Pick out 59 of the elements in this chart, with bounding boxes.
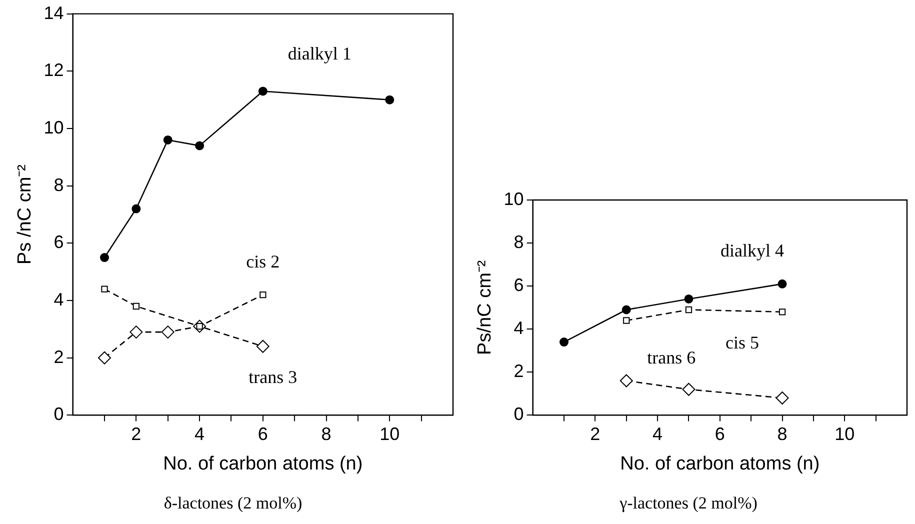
x-tick-label: 8 <box>777 424 788 444</box>
y-axis-title: Ps /nC cm⁻² <box>14 164 36 264</box>
series-label: cis 2 <box>246 252 280 272</box>
y-tick-label: 2 <box>54 346 64 367</box>
point <box>195 141 204 150</box>
y-tick-label: 14 <box>44 2 64 23</box>
x-tick-label: 10 <box>380 424 400 444</box>
point <box>256 340 270 353</box>
series-label: cis 5 <box>726 332 760 353</box>
point <box>161 326 174 339</box>
series-label: dialkyl 1 <box>288 44 352 64</box>
series-label: trans 3 <box>248 367 298 388</box>
y-tick-label: 10 <box>504 188 524 209</box>
x-tick-label: 8 <box>321 424 332 444</box>
x-tick-label: 2 <box>131 424 142 444</box>
text: δ-lactones (2 mol%) <box>164 493 302 512</box>
y-tick-label: 0 <box>514 404 524 424</box>
point <box>163 135 172 144</box>
x-tick-label: 6 <box>714 424 725 444</box>
series-label: trans 6 <box>647 348 696 368</box>
y-tick-label: 12 <box>44 60 64 80</box>
point <box>101 286 108 292</box>
point <box>560 338 569 347</box>
point <box>100 253 110 262</box>
point <box>98 351 112 364</box>
point <box>622 305 631 314</box>
point <box>778 308 786 316</box>
point <box>385 95 394 104</box>
point <box>258 86 268 96</box>
y-tick-label: 4 <box>514 318 524 338</box>
x-tick-label: 6 <box>258 424 268 444</box>
point <box>132 204 141 214</box>
y-tick-label: 8 <box>514 232 524 252</box>
point <box>682 382 696 396</box>
text: γ-lactones (2 mol%) <box>618 493 758 512</box>
x-tick-label: 10 <box>834 424 855 444</box>
y-tick-label: 8 <box>54 174 64 195</box>
point <box>684 294 694 304</box>
point <box>776 391 789 404</box>
point <box>685 306 692 314</box>
point <box>623 317 630 324</box>
y-tick-label: 2 <box>514 361 524 382</box>
y-axis-title: Ps/nC cm⁻² <box>474 260 496 355</box>
point <box>778 279 787 288</box>
y-tick-label: 6 <box>514 275 524 296</box>
point <box>130 326 143 339</box>
x-axis-title: No. of carbon atoms (n) <box>620 453 820 474</box>
series-label: dialkyl 4 <box>720 240 784 261</box>
point <box>132 302 140 310</box>
point <box>260 291 266 298</box>
x-tick-label: 2 <box>590 424 600 444</box>
x-axis-title: No. of carbon atoms (n) <box>163 453 363 474</box>
point <box>620 374 633 388</box>
y-tick-label: 0 <box>54 404 64 424</box>
x-tick-label: 4 <box>652 424 663 444</box>
x-tick-label: 4 <box>194 424 205 444</box>
y-tick-label: 6 <box>54 232 64 252</box>
y-tick-label: 10 <box>44 117 64 138</box>
y-tick-label: 4 <box>54 289 64 310</box>
